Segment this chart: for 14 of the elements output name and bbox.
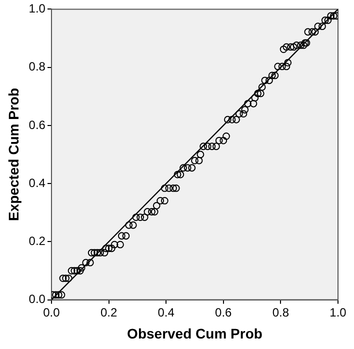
y-tick-label: 0.2 (28, 234, 46, 248)
x-tick-label: 0.2 (100, 305, 118, 320)
x-tick-label: 0.4 (158, 305, 175, 320)
y-tick-label: 0.4 (28, 176, 46, 190)
x-tick-label: 0.8 (272, 305, 290, 320)
x-tick-label: 0.6 (215, 305, 232, 320)
y-tick-label: 1.0 (28, 2, 46, 16)
x-tick-label: 1.0 (330, 305, 347, 320)
x-tick-label: 0.0 (43, 305, 60, 320)
y-tick-label: 0.8 (28, 60, 46, 74)
y-tick-label: 0.6 (28, 118, 46, 132)
x-axis-title: Observed Cum Prob (127, 325, 262, 342)
y-axis-title: Expected Cum Prob (5, 88, 22, 222)
y-tick-label: 0.0 (28, 292, 46, 306)
